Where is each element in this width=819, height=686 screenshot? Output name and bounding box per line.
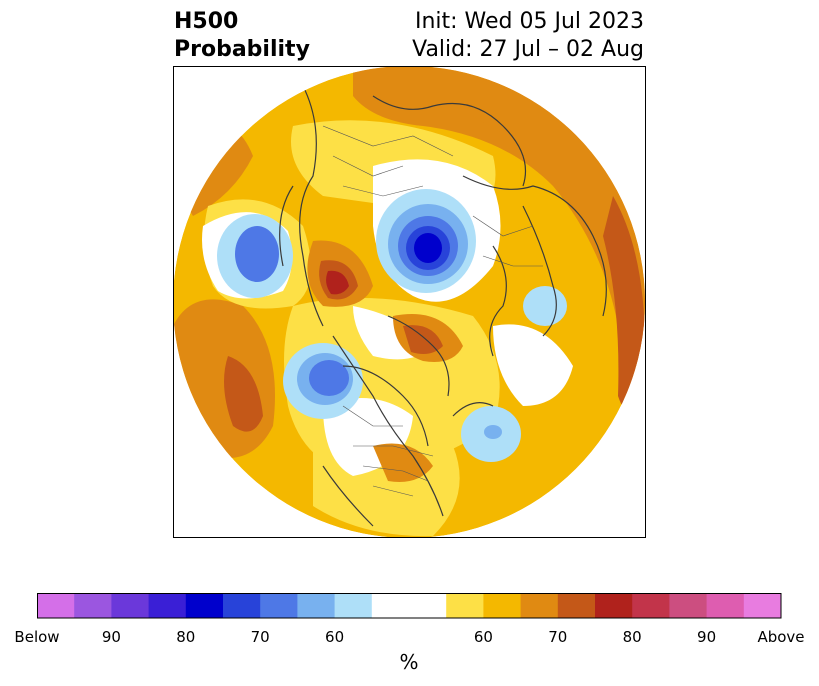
colorbar-tick-label: 70 [548,628,568,646]
blue-anomaly-nw [235,226,279,282]
colorbar-swatch [297,593,336,618]
colorbar-tick-label: 60 [325,628,345,646]
colorbar-frame [37,593,782,619]
probability-map [173,66,646,538]
colorbar-tick-label: 80 [176,628,196,646]
colorbar-swatch [223,593,261,618]
colorbar-swatch [632,593,670,618]
colorbar-swatch [520,593,559,618]
colorbar-tick-label: 60 [473,628,493,646]
colorbar-swatch [74,593,112,618]
colorbar-swatch [185,593,224,618]
blue-anomaly-west [309,360,349,396]
product-label: Probability [174,37,310,62]
colorbar-swatch [148,593,187,618]
map-title-right: Init: Wed 05 Jul 2023 Valid: 27 Jul – 02… [412,8,644,64]
navy-anomaly-center [414,233,442,263]
colorbar-swatch [111,593,150,618]
variable-label: H500 [174,9,239,34]
colorbar-swatch [743,593,782,618]
colorbar-swatch [371,593,410,618]
colorbar-swatch [595,593,633,618]
lightblue-anomaly-ne [523,286,567,326]
colorbar-swatch [37,593,75,618]
darkorange-region-east [603,196,645,411]
valid-label: Valid: 27 Jul – 02 Aug [412,37,644,62]
colorbar-swatch [409,593,447,618]
colorbar-swatch [669,593,708,618]
probability-field [173,66,645,538]
colorbar-swatch [706,593,745,618]
colorbar-tick-label: 80 [622,628,642,646]
orange-core-south [373,443,433,482]
midblue-anomaly-east [484,425,502,439]
colorbar-tick-label: 90 [697,628,717,646]
political-borders [322,125,543,497]
red-core-north [326,270,349,295]
map-title-left: H500 Probability [174,8,310,64]
colorbar-tick-label: 70 [250,628,270,646]
init-label: Init: Wed 05 Jul 2023 [414,9,644,34]
colorbar-tick-label: Below [14,628,60,646]
colorbar-unit: % [399,650,419,674]
colorbar-swatch [334,593,373,618]
colorbar-swatch [483,593,522,618]
colorbar-tick-label: Above [757,628,805,646]
white-region-east [493,324,573,406]
colorbar [37,593,782,619]
map-frame [173,66,646,538]
colorbar-tick-label: 90 [101,628,121,646]
coastlines [279,85,607,527]
colorbar-swatch [557,593,596,618]
colorbar-swatch [260,593,298,618]
darkorange-region-west [224,356,263,432]
colorbar-swatch [446,593,484,618]
